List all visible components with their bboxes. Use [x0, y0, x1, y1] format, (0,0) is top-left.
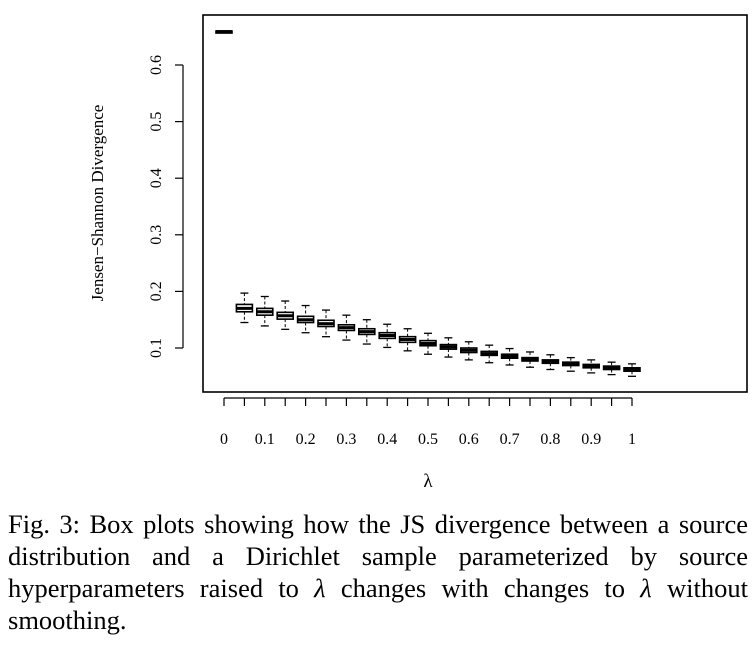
caption-lambda-1: λ — [314, 573, 326, 603]
y-axis: 0.1 0.2 0.3 0.4 0.5 0.6 — [148, 55, 184, 358]
box-1 — [235, 292, 254, 324]
y-tick-label: 0.2 — [148, 281, 165, 301]
box-16 — [541, 354, 560, 371]
x-tick-label: 0.1 — [255, 431, 275, 448]
x-tick-label: 0.9 — [581, 431, 601, 448]
box-5 — [317, 309, 335, 338]
box-8 — [378, 323, 397, 349]
x-tick-label: 1 — [628, 431, 636, 448]
box-6 — [337, 314, 356, 341]
box-13 — [480, 344, 499, 364]
caption-lambda-2: λ — [640, 573, 652, 603]
box-9 — [398, 328, 417, 352]
y-tick-label: 0.4 — [148, 168, 165, 188]
box-20 — [623, 363, 641, 377]
x-tick-label: 0.2 — [296, 431, 316, 448]
caption-text-1: Fig. 3: Box plots showing how the JS div… — [8, 509, 748, 603]
box-12 — [459, 341, 478, 361]
box-19 — [602, 361, 621, 376]
figure-caption: Fig. 3: Box plots showing how the JS div… — [8, 508, 748, 636]
box-17 — [561, 356, 580, 372]
x-tick-label: 0.3 — [336, 431, 356, 448]
plot-frame — [202, 14, 748, 393]
y-axis-label: Jensen−Shannon Divergence — [88, 105, 107, 302]
x-axis-label: λ — [423, 471, 433, 492]
x-tick-label: 0.4 — [377, 431, 397, 448]
y-tick-label: 0.6 — [148, 55, 165, 75]
box-14 — [500, 347, 519, 366]
x-tick-label: 0.7 — [500, 431, 520, 448]
x-tick-label: 0.6 — [459, 431, 479, 448]
box-plot-chart: 0.10.20.30.40.50.6 0 0.1 0.2 0.3 0.4 0.5 0.6 0.… — [88, 14, 748, 492]
box-series — [215, 30, 641, 377]
x-tick-label: 0.5 — [418, 431, 438, 448]
box-7 — [357, 319, 376, 345]
caption-text-2: changes with changes to — [325, 573, 641, 603]
box-15 — [521, 351, 539, 368]
x-axis: 0 0.1 0.2 0.3 0.4 0.5 0.6 0.7 0.8 0.9 1 — [220, 397, 636, 448]
y-tick-label: 0.5 — [148, 112, 165, 132]
box-2 — [255, 295, 274, 327]
y-tick-label: 0.1 — [148, 338, 165, 358]
y-tick-label: 0.3 — [148, 225, 165, 245]
box-0 — [215, 30, 233, 34]
x-tick-label: 0 — [220, 431, 228, 448]
box-11 — [439, 337, 458, 358]
box-3 — [276, 300, 295, 330]
box-10 — [419, 332, 437, 355]
caption-text-3: without smoothing. — [8, 573, 748, 635]
box-18 — [582, 359, 601, 374]
x-tick-label: 0.8 — [540, 431, 560, 448]
box-4 — [296, 304, 315, 334]
